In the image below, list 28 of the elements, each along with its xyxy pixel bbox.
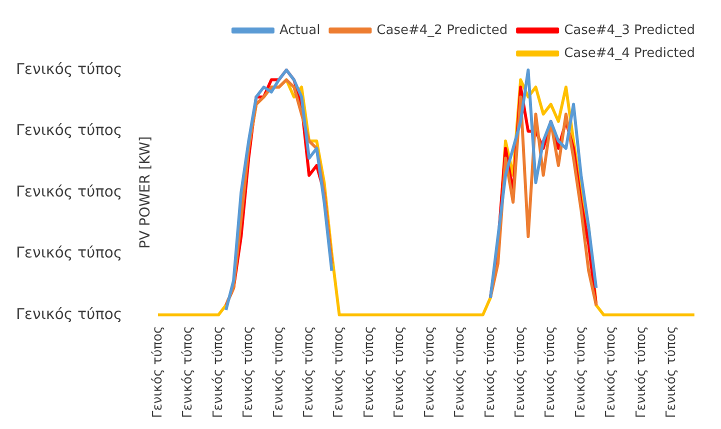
text: Γενικός τύπος: [16, 182, 122, 200]
text: Γενικός τύπος: [16, 244, 122, 262]
x-tick-label: Γενικός τύπος: [604, 326, 619, 418]
x-tick-label: Γενικός τύπος: [513, 326, 528, 418]
x-tick-label: Γενικός τύπος: [573, 326, 588, 418]
x-tick-label: Γενικός τύπος: [664, 326, 680, 418]
x-tick-label: Γενικός τύπος: [301, 326, 316, 418]
legend-label: Case#4_2 Predicted: [376, 22, 508, 38]
x-tick-label: Γενικός τύπος: [241, 326, 256, 418]
x-tick-label: Γενικός τύπος: [210, 326, 226, 418]
legend-label: Actual: [279, 22, 320, 38]
x-tick-label: Γενικός τύπος: [634, 326, 649, 418]
legend-label: Case#4_3 Predicted: [564, 22, 696, 38]
y-axis-title: PV POWER [KW]: [138, 136, 154, 249]
x-tick-label: Γενικός τύπος: [392, 326, 408, 418]
legend-label: Case#4_4 Predicted: [564, 46, 696, 61]
x-tick-label: Γενικός τύπος: [150, 326, 166, 418]
x-tick-label: Γενικός τύπος: [362, 326, 377, 418]
x-tick-label: Γενικός τύπος: [452, 326, 468, 418]
text: Γενικός τύπος: [16, 60, 122, 78]
text: Γενικός τύπος: [16, 304, 122, 323]
x-tick-label: Γενικός τύπος: [332, 326, 347, 418]
text: Γενικός τύπος: [16, 121, 122, 140]
x-tick-label: Γενικός τύπος: [422, 326, 438, 418]
x-tick-label: Γενικός τύπος: [271, 326, 286, 418]
x-tick-label: Γενικός τύπος: [543, 326, 558, 418]
x-tick-label: Γενικός τύπος: [482, 326, 498, 418]
x-tick-label: Γενικός τύπος: [180, 326, 196, 418]
